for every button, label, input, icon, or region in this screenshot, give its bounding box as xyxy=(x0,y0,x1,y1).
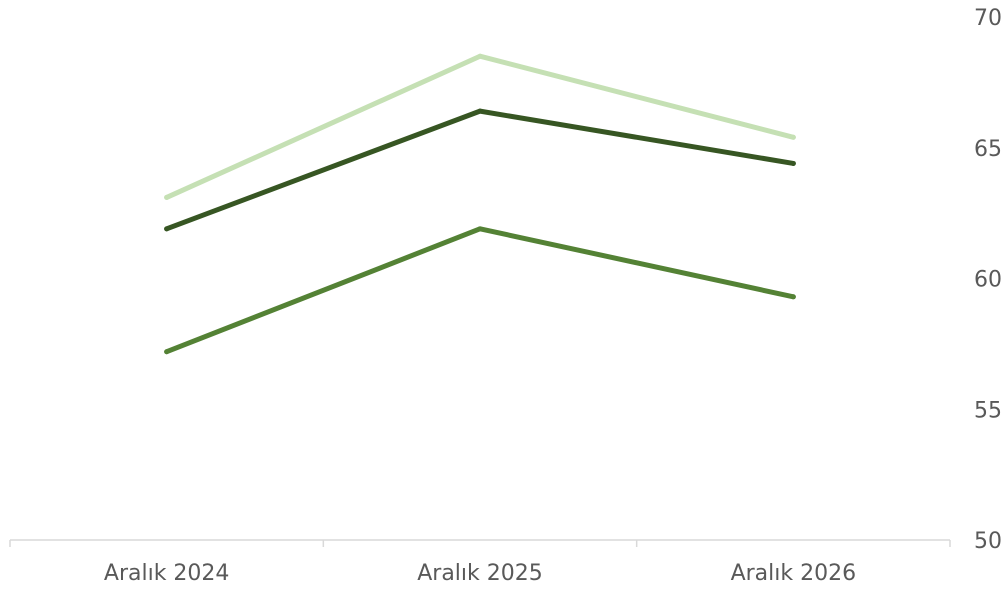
data-point xyxy=(790,134,796,140)
data-point xyxy=(164,226,170,232)
series-line-2 xyxy=(164,108,796,232)
series-line-3 xyxy=(164,226,796,355)
series-layer xyxy=(164,53,796,355)
y-tick-label: 70 xyxy=(974,6,1002,31)
data-point xyxy=(477,108,483,114)
y-tick-label: 65 xyxy=(974,137,1002,162)
y-tick-label: 60 xyxy=(974,268,1002,293)
y-tick-label: 50 xyxy=(974,529,1002,554)
series-line-1 xyxy=(164,53,796,200)
data-point xyxy=(477,53,483,59)
label-layer: Aralık 2024 Aralık 2025 Aralık 2026 50 55 60 6… xyxy=(104,6,1002,586)
y-tick-label: 55 xyxy=(974,398,1002,423)
data-point xyxy=(477,226,483,232)
data-point xyxy=(790,160,796,166)
x-tick-label: Aralık 2025 xyxy=(417,561,543,586)
x-tick-label: Aralık 2024 xyxy=(104,561,230,586)
data-point xyxy=(164,349,170,355)
x-tick-label: Aralık 2026 xyxy=(731,561,857,586)
data-point xyxy=(164,194,170,200)
data-point xyxy=(790,294,796,300)
axis-layer xyxy=(9,539,951,547)
